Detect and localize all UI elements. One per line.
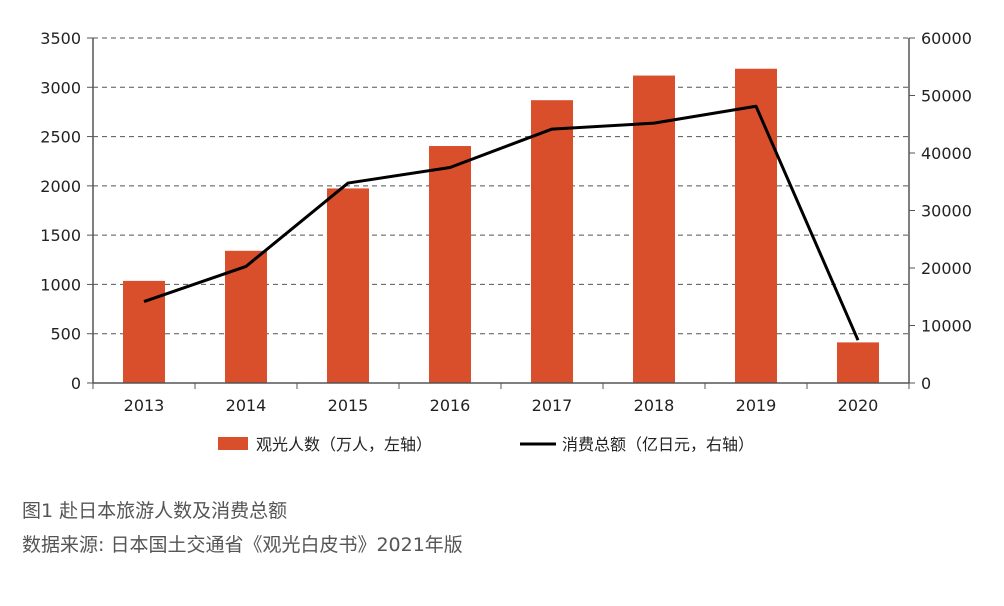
left-tick-label: 2000 bbox=[40, 177, 81, 196]
x-tick-label: 2018 bbox=[634, 396, 675, 415]
x-tick-label: 2015 bbox=[328, 396, 369, 415]
figure-source: 数据来源: 日本国土交通省《观光白皮书》2021年版 bbox=[22, 534, 463, 556]
legend-label-bar: 观光人数（万人，左轴） bbox=[256, 435, 432, 454]
left-axis-ticks: 0 500 1000 1500 2000 2500 3000 3500 bbox=[40, 29, 81, 393]
bar bbox=[633, 75, 675, 383]
left-tick-label: 500 bbox=[50, 325, 81, 344]
bar bbox=[837, 342, 879, 383]
x-tick-label: 2014 bbox=[226, 396, 267, 415]
right-tick-label: 10000 bbox=[921, 317, 972, 336]
right-tick-label: 50000 bbox=[921, 87, 972, 106]
right-axis-ticks: 0 10000 20000 30000 40000 50000 60000 bbox=[921, 29, 972, 393]
right-tick-label: 40000 bbox=[921, 144, 972, 163]
left-tick-label: 3000 bbox=[40, 78, 81, 97]
right-tick-label: 0 bbox=[921, 374, 931, 393]
line-path bbox=[143, 104, 860, 341]
left-tick-label: 3500 bbox=[40, 29, 81, 48]
line-series bbox=[143, 104, 860, 341]
right-tick-label: 30000 bbox=[921, 202, 972, 221]
legend-swatch-bar bbox=[218, 437, 248, 450]
bar bbox=[225, 250, 267, 383]
bar bbox=[735, 68, 777, 384]
x-tick-label: 2020 bbox=[838, 396, 879, 415]
left-tick-label: 0 bbox=[71, 374, 81, 393]
right-tick-label: 60000 bbox=[921, 29, 972, 48]
bar-series bbox=[123, 68, 879, 384]
legend-label-line: 消费总额（亿日元，右轴） bbox=[562, 435, 754, 454]
left-tick-label: 2500 bbox=[40, 128, 81, 147]
x-tick-label: 2017 bbox=[532, 396, 573, 415]
x-tick-label: 2019 bbox=[736, 396, 777, 415]
bar bbox=[531, 100, 573, 383]
grid-lines bbox=[93, 37, 909, 335]
chart: 0 500 1000 1500 2000 2500 3000 3500 0 10000 20000… bbox=[40, 29, 972, 454]
x-axis-ticks: 2013 2014 2015 2016 2017 2018 2019 2020 bbox=[124, 396, 879, 415]
bar bbox=[327, 188, 369, 383]
figure-title: 图1 赴日本旅游人数及消费总额 bbox=[22, 500, 288, 522]
legend: 观光人数（万人，左轴） 消费总额（亿日元，右轴） bbox=[218, 435, 754, 454]
x-tick-label: 2013 bbox=[124, 396, 165, 415]
left-tick-label: 1500 bbox=[40, 226, 81, 245]
x-tick-label: 2016 bbox=[430, 396, 471, 415]
axes bbox=[87, 37, 915, 389]
right-tick-label: 20000 bbox=[921, 259, 972, 278]
left-tick-label: 1000 bbox=[40, 275, 81, 294]
bar bbox=[429, 146, 471, 383]
